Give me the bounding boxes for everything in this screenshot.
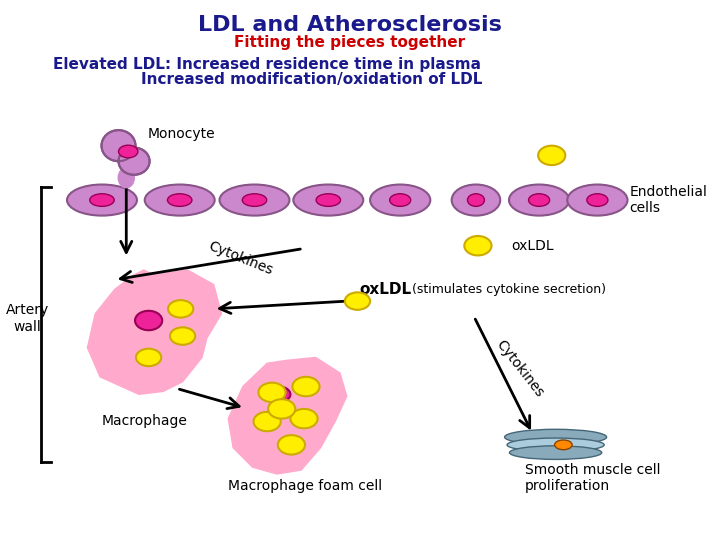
- Ellipse shape: [220, 185, 289, 215]
- Text: Elevated LDL: Increased residence time in plasma: Elevated LDL: Increased residence time i…: [53, 57, 482, 72]
- Text: Macrophage foam cell: Macrophage foam cell: [228, 478, 382, 492]
- Ellipse shape: [370, 185, 431, 215]
- Ellipse shape: [267, 387, 290, 402]
- Ellipse shape: [510, 446, 602, 460]
- Ellipse shape: [119, 145, 138, 158]
- Ellipse shape: [90, 194, 114, 206]
- Text: Cytokines: Cytokines: [493, 338, 546, 400]
- Text: LDL and Atherosclerosis: LDL and Atherosclerosis: [198, 15, 502, 35]
- Ellipse shape: [278, 435, 305, 455]
- Ellipse shape: [316, 194, 341, 206]
- Ellipse shape: [258, 383, 286, 402]
- Ellipse shape: [168, 194, 192, 206]
- Ellipse shape: [290, 409, 318, 428]
- Ellipse shape: [467, 194, 485, 206]
- Ellipse shape: [554, 440, 572, 450]
- Text: Increased modification/oxidation of LDL: Increased modification/oxidation of LDL: [141, 72, 482, 87]
- Ellipse shape: [145, 185, 215, 215]
- Text: Macrophage: Macrophage: [102, 414, 188, 428]
- Text: Endothelial: Endothelial: [629, 185, 707, 199]
- Ellipse shape: [119, 147, 150, 175]
- Ellipse shape: [136, 349, 161, 366]
- Ellipse shape: [293, 185, 364, 215]
- Ellipse shape: [505, 429, 607, 445]
- Ellipse shape: [268, 399, 295, 418]
- Text: Monocyte: Monocyte: [148, 127, 215, 141]
- Ellipse shape: [67, 185, 137, 215]
- Text: Artery
wall: Artery wall: [6, 303, 49, 334]
- Text: oxLDL: oxLDL: [511, 239, 554, 253]
- Ellipse shape: [507, 438, 604, 451]
- Ellipse shape: [170, 327, 195, 345]
- Ellipse shape: [509, 185, 570, 215]
- Ellipse shape: [102, 130, 135, 161]
- Ellipse shape: [117, 167, 135, 188]
- Ellipse shape: [345, 292, 370, 310]
- Text: proliferation: proliferation: [525, 478, 610, 492]
- Ellipse shape: [112, 143, 140, 164]
- Ellipse shape: [587, 194, 608, 206]
- Text: oxLDL: oxLDL: [359, 282, 412, 297]
- Text: Smooth muscle cell: Smooth muscle cell: [525, 463, 660, 477]
- Ellipse shape: [538, 146, 565, 165]
- Ellipse shape: [528, 194, 549, 206]
- Polygon shape: [228, 357, 347, 474]
- Ellipse shape: [464, 236, 492, 255]
- Polygon shape: [87, 270, 222, 394]
- Ellipse shape: [292, 377, 320, 396]
- Ellipse shape: [567, 185, 628, 215]
- Text: cells: cells: [629, 201, 660, 215]
- Ellipse shape: [451, 185, 500, 215]
- Ellipse shape: [253, 412, 281, 431]
- Ellipse shape: [390, 194, 410, 206]
- Text: (stimulates cytokine secretion): (stimulates cytokine secretion): [408, 283, 606, 296]
- Text: Cytokines: Cytokines: [207, 239, 275, 278]
- Ellipse shape: [135, 311, 162, 330]
- Ellipse shape: [242, 194, 266, 206]
- Ellipse shape: [168, 300, 193, 318]
- Text: Fitting the pieces together: Fitting the pieces together: [234, 35, 465, 50]
